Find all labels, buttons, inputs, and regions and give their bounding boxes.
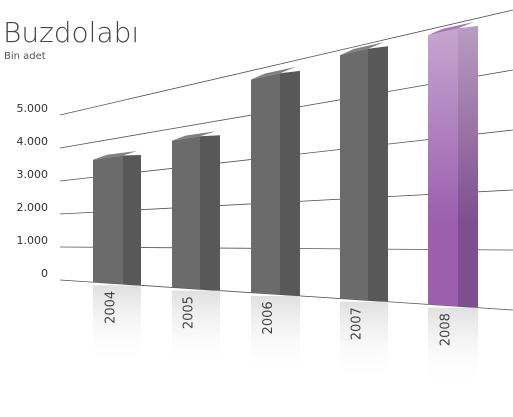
bar-top xyxy=(93,150,137,160)
bar-reflection xyxy=(251,295,300,376)
bar-top xyxy=(172,131,216,141)
bar-top xyxy=(428,21,474,36)
bar-top xyxy=(340,42,384,56)
bar-reflection xyxy=(340,301,388,382)
bar-top xyxy=(251,66,296,80)
x-tick-label: 2006 xyxy=(261,301,276,334)
y-tick-label: 0 xyxy=(41,267,48,280)
y-tick-label: 5.000 xyxy=(17,102,49,115)
bar xyxy=(340,48,368,301)
y-tick-label: 1.000 xyxy=(17,234,49,247)
bars: 2004 2005 2006 2007 2008 xyxy=(93,21,478,388)
bar xyxy=(93,155,123,285)
x-tick-label: 2007 xyxy=(350,307,365,340)
bar xyxy=(172,136,200,290)
chart-title: Buzdolabı xyxy=(3,16,139,49)
y-tick-label: 2.000 xyxy=(17,201,49,214)
chart-subtitle: Bin adet xyxy=(4,51,46,62)
bar-reflection xyxy=(428,307,478,388)
grid-line xyxy=(59,9,513,116)
x-tick-label: 2005 xyxy=(182,296,197,329)
bar-reflection xyxy=(172,290,220,371)
x-tick-label: 2008 xyxy=(439,313,454,346)
bar xyxy=(251,73,280,295)
bar-highlight xyxy=(428,23,478,308)
bar-reflection xyxy=(93,285,141,366)
y-tick-label: 3.000 xyxy=(17,168,49,181)
bar-side xyxy=(368,46,388,302)
bar-side xyxy=(200,135,220,291)
x-tick-label: 2004 xyxy=(104,291,119,324)
bar-side xyxy=(123,154,141,286)
bar-side xyxy=(280,70,300,296)
y-tick-label: 4.000 xyxy=(17,135,49,148)
